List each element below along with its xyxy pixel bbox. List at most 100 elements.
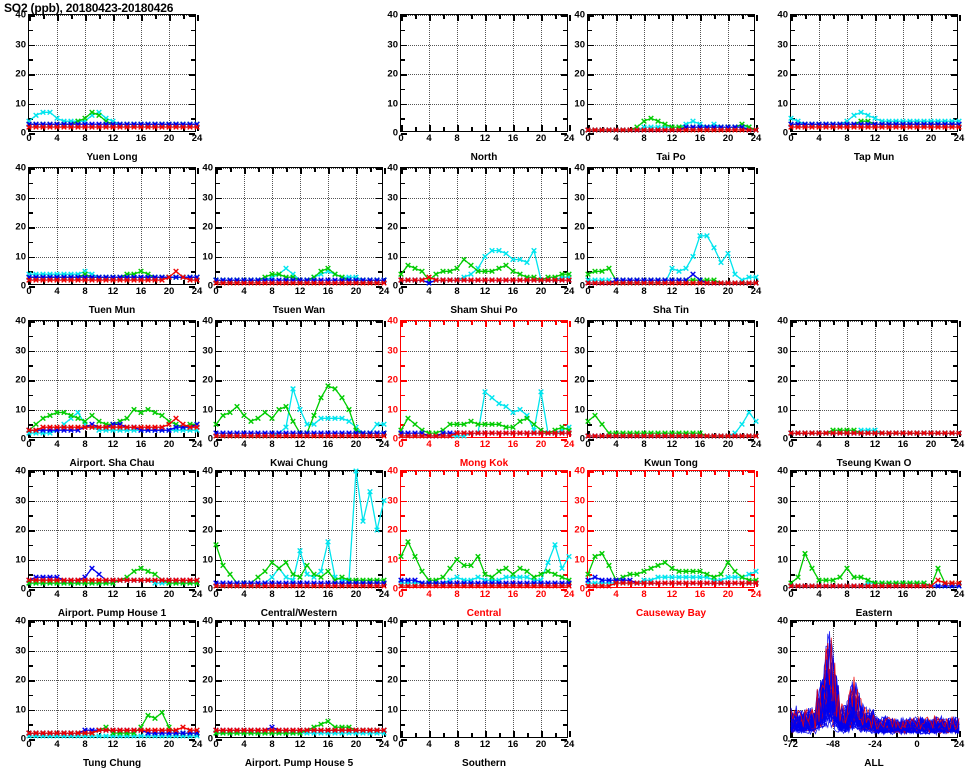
y-tick-mark: [401, 710, 407, 712]
panel-label: Eastern: [790, 608, 958, 619]
series-line-all: [791, 638, 959, 730]
x-tick-mark: [401, 621, 403, 627]
y-tick-label: 20: [777, 675, 788, 686]
y-minor-tick: [401, 89, 405, 91]
series-marker-cyan: [789, 116, 794, 121]
y-minor-tick: [563, 724, 567, 726]
x-tick-label: 4: [54, 133, 59, 144]
panel-label: Airport. Pump House 5: [215, 758, 383, 769]
series-line-red: [29, 271, 197, 280]
x-tick-label: 4: [426, 439, 431, 450]
y-tick-label: 20: [202, 675, 213, 686]
y-tick-label: 20: [387, 222, 398, 233]
gridline-vertical: [457, 15, 458, 131]
y-tick-label: 30: [777, 39, 788, 50]
y-tick-label: 0: [21, 734, 26, 745]
gridline-vertical: [513, 15, 514, 131]
x-tick-label: 0: [26, 739, 31, 750]
data-series-layer: [29, 471, 197, 589]
x-tick-mark: [485, 15, 487, 21]
x-minor-tick: [527, 15, 529, 19]
x-tick-label: 4: [613, 286, 618, 297]
x-tick-label: 24: [192, 133, 203, 144]
series-marker-green: [462, 257, 467, 262]
series-marker-cyan: [740, 422, 745, 427]
x-tick-mark: [569, 471, 571, 477]
y-tick-label: 10: [777, 704, 788, 715]
y-tick-label: 0: [393, 434, 398, 445]
y-tick-label: 0: [208, 434, 213, 445]
gridline-horizontal: [401, 104, 567, 105]
x-tick-label: 16: [323, 739, 334, 750]
series-marker-green: [326, 569, 331, 574]
panel-label: Southern: [400, 758, 568, 769]
x-minor-tick: [555, 733, 557, 737]
y-tick-label: 20: [15, 222, 26, 233]
series-marker-blue: [691, 272, 696, 277]
x-tick-label: 8: [269, 589, 274, 600]
gridline-vertical: [485, 15, 486, 131]
y-tick-mark: [401, 680, 407, 682]
series-marker-green: [600, 422, 605, 427]
series-marker-green: [340, 395, 345, 400]
x-tick-mark: [457, 15, 459, 21]
x-tick-label: 12: [870, 133, 881, 144]
x-tick-label: 4: [54, 739, 59, 750]
x-tick-mark: [513, 125, 515, 131]
x-tick-mark: [959, 731, 961, 737]
x-minor-tick: [499, 621, 501, 625]
panel-label: Airport. Sha Chau: [28, 458, 196, 469]
y-tick-label: 20: [387, 375, 398, 386]
y-tick-mark: [401, 651, 407, 653]
series-line-cyan: [29, 112, 197, 124]
series-marker-green: [263, 410, 268, 415]
x-tick-label: 20: [926, 133, 937, 144]
y-tick-label: 40: [777, 10, 788, 21]
y-tick-label: 30: [387, 495, 398, 506]
x-tick-label: 16: [695, 589, 706, 600]
x-tick-label: 0: [788, 133, 793, 144]
y-minor-tick: [563, 636, 567, 638]
x-tick-mark: [541, 125, 543, 131]
x-tick-label: 12: [870, 439, 881, 450]
x-tick-label: 0: [213, 739, 218, 750]
series-marker-blue: [427, 281, 432, 286]
x-tick-label: 20: [351, 589, 362, 600]
x-tick-label: 0: [398, 739, 403, 750]
gridline-horizontal: [401, 45, 567, 46]
series-marker-green: [291, 419, 296, 424]
x-tick-label: 12: [295, 439, 306, 450]
series-marker-green: [277, 566, 282, 571]
y-tick-mark: [401, 74, 407, 76]
x-tick-mark: [384, 168, 386, 174]
y-tick-label: 40: [777, 616, 788, 627]
y-tick-label: 10: [777, 98, 788, 109]
y-tick-label: 10: [777, 554, 788, 565]
x-tick-label: 16: [898, 133, 909, 144]
x-tick-label: 8: [269, 286, 274, 297]
x-tick-label: 8: [82, 739, 87, 750]
y-tick-label: 30: [202, 495, 213, 506]
series-marker-green: [733, 569, 738, 574]
x-tick-mark: [384, 621, 386, 627]
x-tick-label: -72: [784, 739, 798, 750]
x-tick-label: 16: [136, 589, 147, 600]
series-line-cyan: [588, 121, 756, 130]
y-tick-label: 20: [15, 375, 26, 386]
y-tick-label: 20: [15, 69, 26, 80]
